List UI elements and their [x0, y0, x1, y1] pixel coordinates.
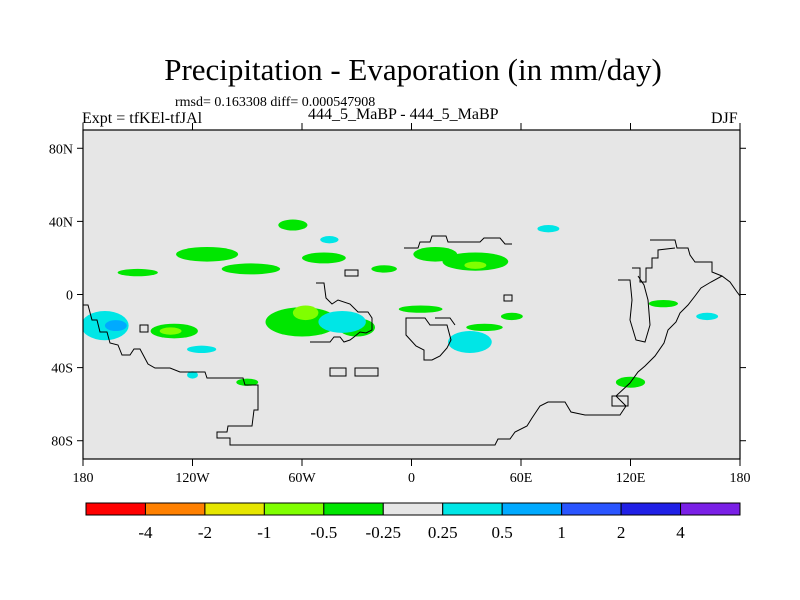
island-3	[329, 367, 347, 377]
island-1	[503, 294, 513, 302]
colorbar-label: 4	[676, 523, 685, 542]
colorbar: -4 -2 -1 -0.5 -0.25 0.25 0.5 1 2 4	[85, 502, 741, 542]
contour-region-3	[278, 219, 308, 231]
colorbar-bin	[144, 502, 206, 516]
colorbar-bin	[680, 502, 741, 516]
coastline-arabia	[435, 317, 456, 326]
contour-region-1	[176, 246, 239, 262]
colorbar-label: 0.5	[492, 523, 513, 542]
colorbar-label: 2	[617, 523, 626, 542]
contour-region-19	[648, 299, 678, 308]
colorbar-label: 1	[557, 523, 566, 542]
colorbar-label: 0.25	[428, 523, 458, 542]
map-background	[83, 130, 740, 459]
season-label: DJF	[711, 110, 738, 127]
coastline-west-america	[83, 275, 740, 446]
contour-region-0	[117, 268, 158, 277]
colorbar-bin	[501, 502, 563, 516]
y-tick-label: 40S	[51, 362, 73, 377]
coastline-gulf	[139, 324, 149, 333]
coastlines	[83, 235, 740, 446]
contour-region-10	[159, 327, 182, 335]
contour-region-14	[398, 305, 443, 313]
colorbar-bin	[382, 502, 444, 516]
colorbar-label: -4	[138, 523, 153, 542]
colorbar-bin	[263, 502, 325, 516]
page-title: Precipitation - Evaporation (in mm/day)	[164, 52, 662, 87]
island-4	[354, 367, 379, 377]
contour-region-24	[537, 225, 560, 233]
contour-region-16	[500, 312, 523, 321]
case-label: 444_5_MaBP - 444_5_MaBP	[308, 106, 499, 123]
contour-region-4	[302, 252, 346, 264]
contour-region-25	[320, 236, 339, 244]
contour-region-11	[265, 307, 339, 337]
y-tick-label: 80S	[51, 435, 73, 450]
contour-region-21	[104, 320, 127, 332]
coastline-south-asia	[618, 275, 651, 343]
contour-regions	[83, 219, 719, 388]
rmsd-diff-stats: rmsd= 0.163308 diff= 0.000547908	[175, 95, 376, 110]
contour-region-18	[236, 378, 259, 386]
island-2	[344, 269, 359, 277]
y-tick-label: 40N	[49, 215, 73, 230]
coastline-africa	[405, 317, 452, 361]
coastline-central-america	[310, 282, 373, 343]
colorbar-bin	[204, 502, 265, 516]
colorbar-label: -0.25	[366, 523, 401, 542]
x-tick-label: 180	[73, 471, 94, 486]
colorbar-bin	[85, 502, 146, 516]
colorbar-label: -1	[257, 523, 271, 542]
x-tick-label: 60E	[510, 471, 533, 486]
contour-region-22	[318, 310, 366, 333]
x-tick-label: 120E	[616, 471, 646, 486]
colorbar-bin	[323, 502, 384, 516]
experiment-label: Expt = tfKEl-tfJAl	[82, 110, 203, 127]
contour-region-23	[448, 331, 492, 353]
colorbar-bin	[442, 502, 503, 516]
y-tick-label: 80N	[49, 142, 73, 157]
colorbar-label: -2	[198, 523, 212, 542]
colorbar-bin	[620, 502, 682, 516]
contour-region-2	[221, 263, 281, 275]
contour-region-15	[466, 323, 503, 332]
x-tick-label: 60W	[288, 471, 316, 486]
chart-axes: 180 120W 60W 0 60E 120E 180 80N 40N 0 40S 80S	[49, 123, 751, 486]
coastline-east-asia	[632, 247, 676, 283]
contour-region-5	[371, 265, 397, 273]
coastline-pacific-rim	[650, 239, 723, 277]
x-tick-label: 180	[730, 471, 751, 486]
x-tick-label: 0	[408, 471, 415, 486]
y-tick-label: 0	[66, 289, 73, 304]
x-tick-label: 120W	[175, 471, 210, 486]
colorbar-label: -0.5	[310, 523, 337, 542]
colorbar-bin	[561, 502, 622, 516]
contour-region-28	[187, 371, 198, 379]
contour-region-8	[464, 261, 487, 269]
coastline-europe	[404, 235, 512, 249]
contour-region-26	[696, 312, 719, 321]
island-5	[611, 395, 629, 407]
contour-region-27	[187, 345, 217, 353]
contour-region-12	[292, 305, 319, 321]
